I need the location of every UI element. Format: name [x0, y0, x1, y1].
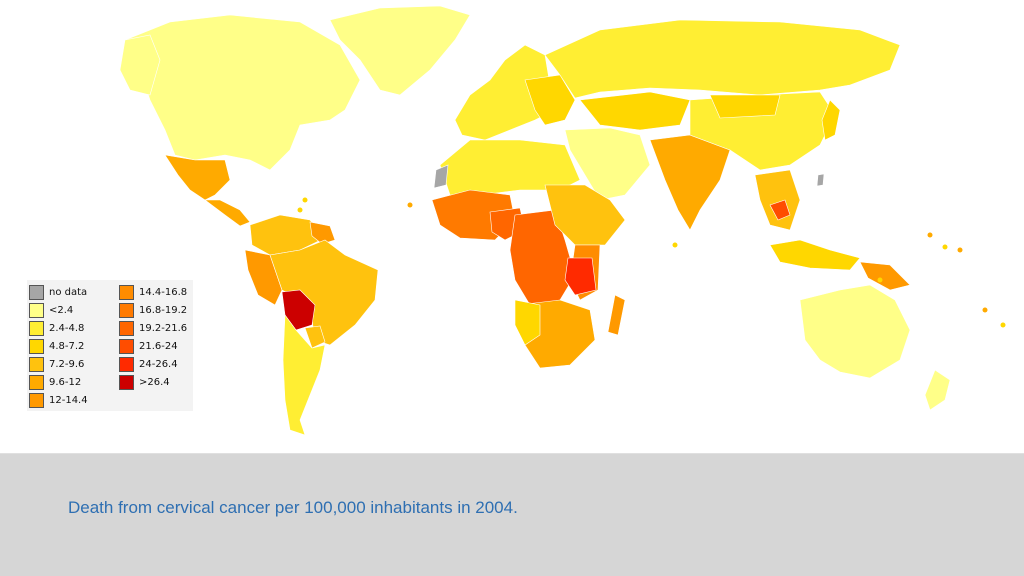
island-marker — [297, 207, 303, 213]
legend-item: 19.2-21.6 — [119, 320, 187, 336]
legend-label: 2.4-4.8 — [49, 322, 85, 334]
region-alaska — [119, 34, 161, 96]
legend-swatch — [119, 302, 134, 318]
legend-swatch — [29, 374, 44, 390]
legend-item: <2.4 — [29, 302, 73, 318]
legend-label: 16.8-19.2 — [139, 304, 188, 316]
legend-label: 21.6-24 — [139, 340, 178, 352]
island-marker — [982, 307, 988, 313]
region-northern-south-america — [249, 214, 326, 256]
legend-item: 4.8-7.2 — [29, 338, 84, 354]
region-mongolia — [709, 94, 781, 119]
region-japan — [821, 99, 841, 141]
legend-label: 12-14.4 — [49, 394, 88, 406]
map-legend: no data <2.4 2.4-4.8 4.8-7.2 7.2-9.6 9.6… — [27, 280, 193, 411]
legend-swatch — [119, 338, 134, 354]
legend-item: no data — [29, 284, 87, 300]
region-southeast-asia — [754, 169, 801, 231]
legend-swatch — [119, 356, 134, 372]
region-mexico — [164, 154, 231, 201]
region-india — [649, 134, 731, 231]
region-central-asia — [579, 91, 691, 131]
world-map: no data <2.4 2.4-4.8 4.8-7.2 7.2-9.6 9.6… — [0, 5, 1024, 454]
legend-swatch — [29, 284, 44, 300]
island-marker — [877, 277, 883, 283]
legend-item: >26.4 — [119, 374, 170, 390]
legend-label: 4.8-7.2 — [49, 340, 85, 352]
region-madagascar — [607, 294, 626, 336]
region-cambodia — [769, 199, 791, 221]
region-papua-new-guinea — [859, 261, 911, 291]
region-north-america — [124, 14, 361, 171]
legend-label: no data — [49, 286, 88, 298]
legend-label: >26.4 — [139, 376, 170, 388]
region-guianas — [309, 221, 336, 245]
legend-swatch — [119, 284, 134, 300]
region-australia — [799, 284, 911, 379]
legend-swatch — [119, 320, 134, 336]
region-western-sahara — [433, 164, 449, 189]
region-northeast-africa — [544, 184, 626, 246]
legend-label: 24-26.4 — [139, 358, 178, 370]
legend-item: 7.2-9.6 — [29, 356, 84, 372]
legend-item: 9.6-12 — [29, 374, 81, 390]
legend-item: 21.6-24 — [119, 338, 178, 354]
legend-item: 2.4-4.8 — [29, 320, 84, 336]
region-greenland — [329, 5, 471, 96]
region-angola-namibia — [514, 299, 541, 346]
legend-label: 7.2-9.6 — [49, 358, 85, 370]
legend-item: 16.8-19.2 — [119, 302, 187, 318]
region-southern-cone — [282, 314, 326, 436]
legend-label: <2.4 — [49, 304, 74, 316]
legend-swatch — [119, 374, 134, 390]
legend-label: 14.4-16.8 — [139, 286, 188, 298]
island-marker — [407, 202, 413, 208]
legend-item: 14.4-16.8 — [119, 284, 187, 300]
region-central-america — [204, 199, 251, 227]
region-paraguay — [304, 325, 326, 349]
legend-item: 24-26.4 — [119, 356, 178, 372]
legend-swatch — [29, 302, 44, 318]
map-caption: Death from cervical cancer per 100,000 i… — [68, 498, 518, 517]
island-marker — [942, 244, 948, 250]
legend-swatch — [29, 320, 44, 336]
region-new-zealand — [924, 369, 951, 411]
region-middle-east — [564, 127, 651, 201]
legend-label: 9.6-12 — [49, 376, 82, 388]
region-taiwan — [816, 173, 825, 187]
world-map-svg — [119, 5, 1006, 436]
island-marker — [957, 247, 963, 253]
legend-item: 12-14.4 — [29, 392, 88, 408]
island-marker — [927, 232, 933, 238]
region-indonesia — [769, 239, 861, 271]
island-marker — [302, 197, 308, 203]
island-marker — [672, 242, 678, 248]
slide-footer — [0, 454, 1024, 576]
region-tanzania — [564, 257, 597, 296]
region-russia — [544, 19, 901, 99]
legend-swatch — [29, 392, 44, 408]
legend-swatch — [29, 338, 44, 354]
island-marker — [1000, 322, 1006, 328]
legend-swatch — [29, 356, 44, 372]
legend-label: 19.2-21.6 — [139, 322, 188, 334]
